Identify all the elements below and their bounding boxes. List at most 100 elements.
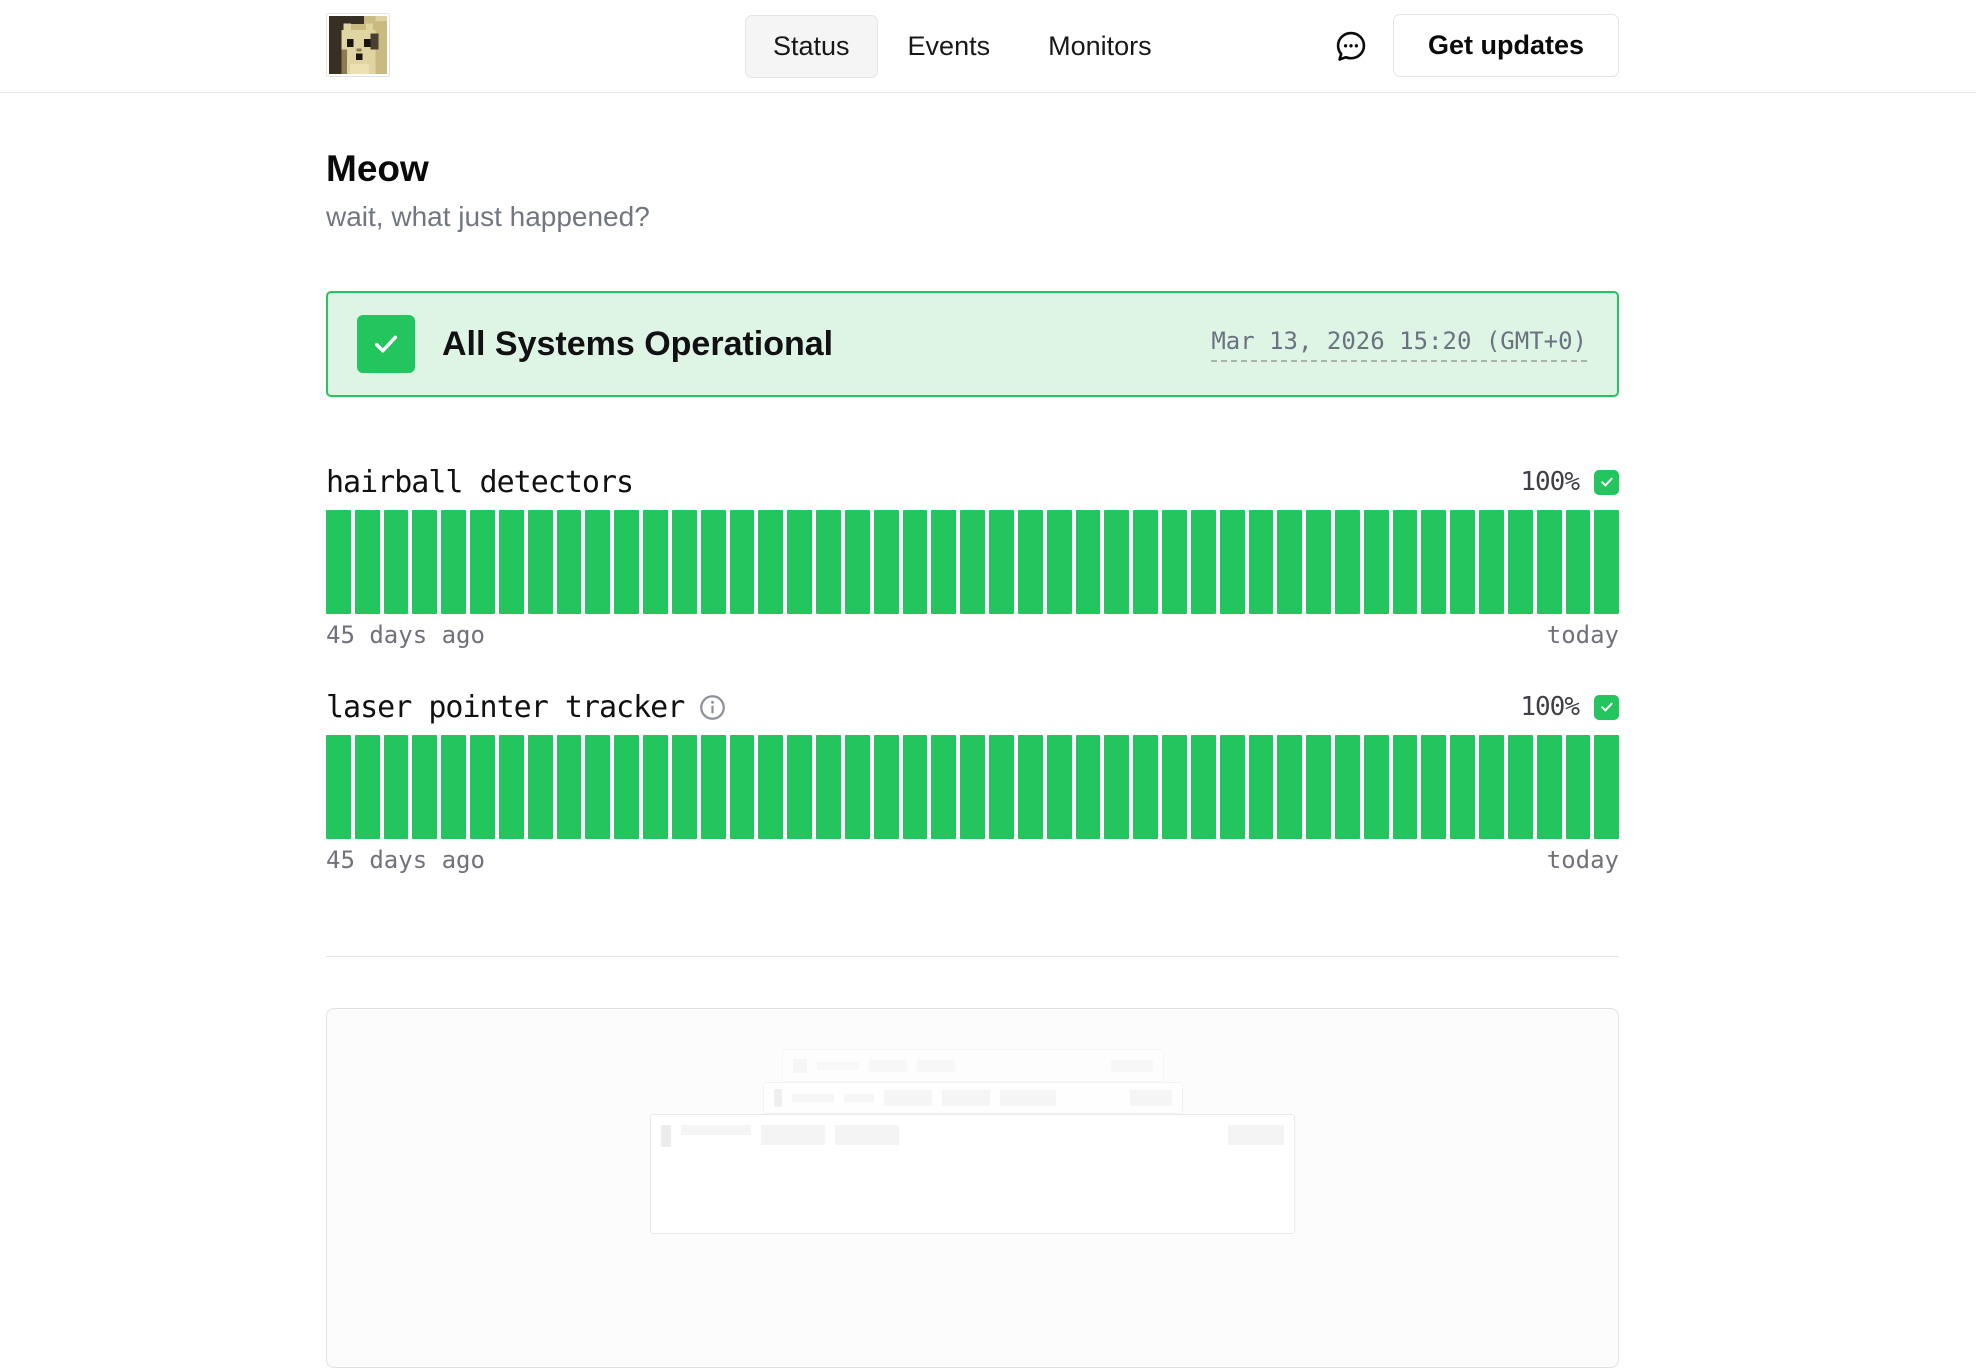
site-logo[interactable]	[326, 13, 390, 77]
uptime-bar[interactable]	[383, 510, 409, 614]
uptime-bar[interactable]	[470, 510, 495, 614]
uptime-bar[interactable]	[556, 510, 582, 614]
uptime-bar[interactable]	[844, 510, 870, 614]
uptime-bar[interactable]	[902, 735, 928, 839]
uptime-bar[interactable]	[1190, 510, 1216, 614]
uptime-bar[interactable]	[1392, 735, 1418, 839]
uptime-bar[interactable]	[1277, 735, 1303, 839]
uptime-bar[interactable]	[1017, 510, 1043, 614]
uptime-bar[interactable]	[527, 735, 553, 839]
uptime-bar[interactable]	[1334, 735, 1360, 839]
uptime-bar[interactable]	[614, 735, 640, 839]
uptime-bar[interactable]	[700, 510, 726, 614]
uptime-bar[interactable]	[1536, 735, 1562, 839]
uptime-bar[interactable]	[1565, 510, 1591, 614]
uptime-bar[interactable]	[931, 735, 957, 839]
uptime-bar[interactable]	[556, 735, 582, 839]
uptime-bar[interactable]	[1479, 735, 1504, 839]
uptime-bar[interactable]	[1248, 735, 1274, 839]
uptime-bar[interactable]	[1075, 735, 1101, 839]
uptime-bar[interactable]	[1363, 735, 1389, 839]
uptime-bar[interactable]	[1306, 735, 1331, 839]
range-end-label: today	[1546, 621, 1619, 649]
uptime-bar[interactable]	[873, 510, 899, 614]
status-timestamp[interactable]: Mar 13, 2026 15:20 (GMT+0)	[1211, 327, 1587, 362]
uptime-bar[interactable]	[441, 735, 467, 839]
uptime-bar[interactable]	[844, 735, 870, 839]
uptime-bar[interactable]	[1594, 735, 1620, 839]
events-preview-card	[326, 1008, 1619, 1368]
uptime-bar[interactable]	[989, 735, 1014, 839]
uptime-bar[interactable]	[1133, 510, 1159, 614]
uptime-bar[interactable]	[1190, 735, 1216, 839]
uptime-bar[interactable]	[1507, 510, 1533, 614]
uptime-bar[interactable]	[902, 510, 928, 614]
uptime-bar[interactable]	[960, 735, 986, 839]
uptime-bar[interactable]	[1219, 510, 1245, 614]
uptime-bar[interactable]	[1565, 735, 1591, 839]
uptime-bar[interactable]	[354, 510, 380, 614]
uptime-bar[interactable]	[1133, 735, 1159, 839]
uptime-bar[interactable]	[1421, 735, 1447, 839]
feedback-chat-button[interactable]	[1329, 26, 1373, 66]
uptime-bar[interactable]	[816, 735, 841, 839]
uptime-bar[interactable]	[585, 510, 611, 614]
uptime-bar[interactable]	[1479, 510, 1504, 614]
uptime-bar[interactable]	[700, 735, 726, 839]
uptime-bar[interactable]	[441, 510, 467, 614]
uptime-bar[interactable]	[1306, 510, 1331, 614]
uptime-bar[interactable]	[1162, 735, 1187, 839]
uptime-bar[interactable]	[614, 510, 640, 614]
uptime-bar[interactable]	[1248, 510, 1274, 614]
uptime-bar[interactable]	[1594, 510, 1620, 614]
tab-status[interactable]: Status	[745, 14, 878, 78]
uptime-bar[interactable]	[758, 735, 784, 839]
uptime-bar[interactable]	[383, 735, 409, 839]
uptime-bar[interactable]	[816, 510, 841, 614]
uptime-bar[interactable]	[729, 735, 755, 839]
uptime-bar[interactable]	[470, 735, 495, 839]
uptime-bar[interactable]	[498, 735, 524, 839]
uptime-bar[interactable]	[960, 510, 986, 614]
uptime-bar[interactable]	[643, 735, 668, 839]
uptime-bar[interactable]	[671, 735, 697, 839]
uptime-bar[interactable]	[671, 510, 697, 614]
uptime-bar[interactable]	[1104, 510, 1130, 614]
uptime-bar[interactable]	[1421, 510, 1447, 614]
uptime-bar[interactable]	[729, 510, 755, 614]
uptime-bar[interactable]	[527, 510, 553, 614]
uptime-bar[interactable]	[498, 510, 524, 614]
uptime-bar[interactable]	[1392, 510, 1418, 614]
uptime-bar[interactable]	[1363, 510, 1389, 614]
info-icon[interactable]	[699, 694, 726, 721]
uptime-bar[interactable]	[412, 735, 438, 839]
uptime-bar[interactable]	[326, 735, 351, 839]
uptime-bar[interactable]	[931, 510, 957, 614]
uptime-bar[interactable]	[1046, 735, 1072, 839]
tab-monitors[interactable]: Monitors	[1048, 30, 1152, 61]
uptime-bar[interactable]	[643, 510, 668, 614]
uptime-bar[interactable]	[1450, 510, 1476, 614]
uptime-bar[interactable]	[412, 510, 438, 614]
uptime-bar[interactable]	[1075, 510, 1101, 614]
uptime-bar[interactable]	[873, 735, 899, 839]
uptime-bar[interactable]	[787, 735, 813, 839]
uptime-bar[interactable]	[1334, 510, 1360, 614]
uptime-bar[interactable]	[1219, 735, 1245, 839]
tab-events[interactable]: Events	[907, 30, 991, 61]
uptime-bar[interactable]	[787, 510, 813, 614]
uptime-bar[interactable]	[758, 510, 784, 614]
uptime-bar[interactable]	[354, 735, 380, 839]
uptime-bar[interactable]	[1450, 735, 1476, 839]
uptime-bar[interactable]	[989, 510, 1014, 614]
uptime-bar[interactable]	[585, 735, 611, 839]
uptime-bar[interactable]	[326, 510, 351, 614]
uptime-bar[interactable]	[1017, 735, 1043, 839]
uptime-bar[interactable]	[1277, 510, 1303, 614]
uptime-bar[interactable]	[1046, 510, 1072, 614]
uptime-bar[interactable]	[1536, 510, 1562, 614]
uptime-bar[interactable]	[1507, 735, 1533, 839]
uptime-bar[interactable]	[1104, 735, 1130, 839]
get-updates-button[interactable]: Get updates	[1392, 14, 1619, 77]
uptime-bar[interactable]	[1162, 510, 1187, 614]
